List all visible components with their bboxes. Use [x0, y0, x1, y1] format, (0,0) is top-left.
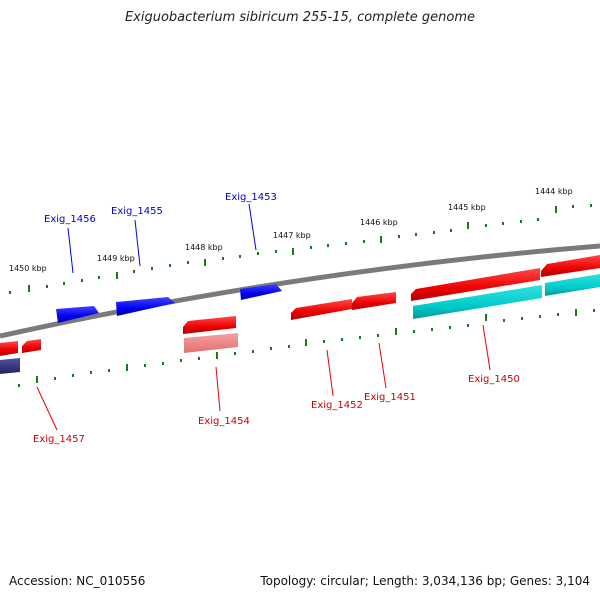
- cog-block-exig-1450: [413, 285, 542, 319]
- genome-backbone: [0, 243, 600, 339]
- genes-value: 3,104: [555, 574, 590, 588]
- length-label: Length:: [372, 574, 419, 588]
- leader-line: [215, 366, 221, 412]
- gene-arrow-exig-1454[interactable]: [183, 316, 236, 334]
- leader-line: [326, 349, 334, 397]
- accession-value: NC_010556: [76, 574, 146, 588]
- gene-label-exig-1455[interactable]: Exig_1455: [111, 206, 163, 217]
- cog-block-exig-1449: [545, 274, 600, 296]
- cog-block-exig-1457: [0, 358, 20, 374]
- upper-tick-track: [9, 204, 592, 294]
- topology-value: circular: [320, 574, 365, 588]
- gene-label-exig-1452[interactable]: Exig_1452: [311, 400, 363, 411]
- leader-line: [378, 342, 387, 389]
- gene-arrow-exig-1451[interactable]: [352, 292, 396, 310]
- topology-label: Topology:: [260, 574, 317, 588]
- gene-arrow-exig-1456[interactable]: [56, 306, 99, 323]
- gene-label-exig-1450[interactable]: Exig_1450: [468, 374, 520, 385]
- gene-arrow-exig-1457[interactable]: [0, 341, 18, 356]
- leader-line: [248, 203, 257, 251]
- gene-arrow-exig-1455[interactable]: [116, 297, 175, 316]
- leader-line: [36, 386, 58, 431]
- accession-info: Accession: NC_010556: [9, 574, 145, 588]
- tick-label: 1450 kbp: [9, 264, 47, 273]
- tick-label: 1449 kbp: [97, 254, 135, 263]
- gene-arrow-exig-1449[interactable]: [541, 255, 600, 277]
- leader-line: [67, 227, 74, 274]
- tick-label: 1447 kbp: [273, 231, 311, 240]
- gene-arrow-exig-1450[interactable]: [411, 268, 540, 301]
- accession-label: Accession:: [9, 574, 73, 588]
- genome-stats: Topology: circular; Length: 3,034,136 bp…: [260, 574, 590, 588]
- genes-label: Genes:: [509, 574, 552, 588]
- gene-label-exig-1451[interactable]: Exig_1451: [364, 392, 416, 403]
- leader-line: [134, 219, 141, 267]
- length-value: 3,034,136 bp: [421, 574, 502, 588]
- tick-label: 1444 kbp: [535, 187, 573, 196]
- map-title: Exiguobacterium sibiricum 255-15, comple…: [124, 10, 476, 25]
- lower-tick-track: [18, 309, 595, 387]
- tick-label: 1445 kbp: [448, 203, 486, 212]
- tick-label: 1448 kbp: [185, 243, 223, 252]
- gene-arrow-exig-1457b[interactable]: [22, 339, 41, 353]
- gene-arrow-exig-1452[interactable]: [291, 299, 352, 320]
- cog-block-exig-1454: [184, 333, 238, 353]
- leader-line: [482, 324, 491, 371]
- tick-label: 1446 kbp: [360, 218, 398, 227]
- gene-label-exig-1456[interactable]: Exig_1456: [44, 214, 96, 225]
- gene-arrow-exig-1453[interactable]: [240, 284, 282, 300]
- gene-label-exig-1453[interactable]: Exig_1453: [225, 192, 277, 203]
- gene-label-exig-1454[interactable]: Exig_1454: [198, 416, 250, 427]
- gene-label-exig-1457[interactable]: Exig_1457: [33, 434, 85, 445]
